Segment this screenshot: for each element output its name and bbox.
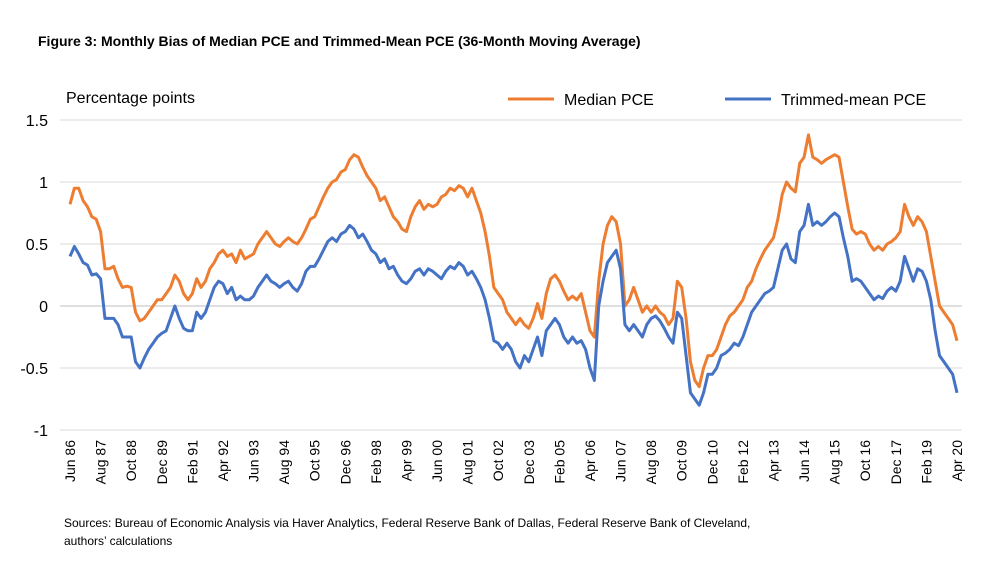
x-tick-label: Oct 16	[857, 440, 873, 481]
x-tick-label: Aug 94	[276, 440, 292, 485]
x-tick-label: Aug 01	[460, 440, 476, 485]
x-tick-label: Jun 14	[796, 440, 812, 482]
x-tick-label: Feb 05	[551, 440, 567, 484]
x-tick-label: Aug 15	[827, 440, 843, 485]
x-tick-label: Dec 96	[337, 440, 353, 485]
x-tick-label: Dec 10	[704, 440, 720, 485]
x-tick-label: Feb 19	[918, 440, 934, 484]
x-tick-label: Dec 89	[154, 440, 170, 485]
legend-label: Trimmed-mean PCE	[781, 92, 926, 109]
x-tick-label: Apr 06	[582, 440, 598, 481]
source-note: Sources: Bureau of Economic Analysis via…	[64, 516, 750, 530]
x-tick-label: Feb 12	[735, 440, 751, 484]
x-tick-label: Feb 91	[184, 440, 200, 484]
x-tick-label: Oct 88	[123, 440, 139, 481]
y-tick-label: 1.5	[26, 113, 48, 130]
x-tick-label: Aug 87	[93, 440, 109, 485]
y-tick-label: 0.5	[26, 237, 48, 254]
x-tick-label: Dec 03	[521, 440, 537, 485]
x-tick-label: Oct 95	[307, 440, 323, 481]
x-tick-label: Oct 02	[490, 440, 506, 481]
chart-title: Figure 3: Monthly Bias of Median PCE and…	[38, 33, 641, 49]
y-tick-label: -1	[34, 423, 48, 440]
x-tick-label: Apr 20	[949, 440, 965, 481]
x-tick-label: Apr 13	[765, 440, 781, 481]
y-tick-label: -0.5	[20, 361, 48, 378]
line-series	[68, 133, 959, 389]
x-tick-label: Apr 92	[215, 440, 231, 481]
x-tick-label: Apr 99	[398, 440, 414, 481]
x-tick-label: Dec 17	[888, 440, 904, 485]
y-tick-label: 1	[39, 175, 48, 192]
x-tick-label: Aug 08	[643, 440, 659, 485]
x-tick-label: Oct 09	[674, 440, 690, 481]
x-tick-label: Feb 98	[368, 440, 384, 484]
x-tick-label: Jun 86	[62, 440, 78, 482]
legend-label: Median PCE	[564, 92, 654, 109]
source-note: authors’ calculations	[64, 534, 172, 548]
line-series	[68, 202, 959, 407]
x-tick-label: Jun 00	[429, 440, 445, 482]
x-tick-label: Jun 93	[246, 440, 262, 482]
y-axis-label: Percentage points	[66, 90, 195, 107]
y-tick-label: 0	[39, 299, 48, 316]
x-tick-label: Jun 07	[613, 440, 629, 482]
